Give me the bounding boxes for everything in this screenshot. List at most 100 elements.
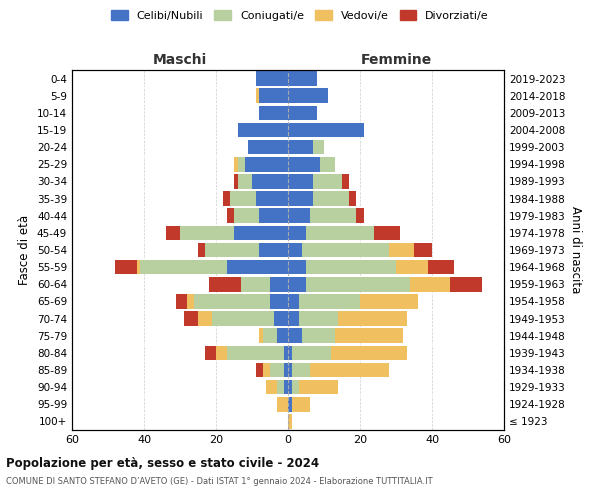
Bar bbox=[299, 294, 360, 308]
Bar bbox=[270, 362, 284, 378]
Bar bbox=[259, 88, 288, 103]
Bar bbox=[292, 397, 310, 411]
Bar bbox=[288, 397, 292, 411]
Bar bbox=[306, 277, 410, 291]
Bar bbox=[227, 208, 234, 223]
Bar bbox=[288, 192, 313, 206]
Bar bbox=[263, 362, 270, 378]
Bar bbox=[389, 242, 414, 258]
Bar bbox=[288, 328, 302, 343]
Bar bbox=[256, 88, 259, 103]
Bar bbox=[209, 277, 241, 291]
Bar bbox=[238, 122, 288, 138]
Bar bbox=[184, 312, 198, 326]
Bar bbox=[284, 346, 288, 360]
Bar bbox=[248, 140, 288, 154]
Bar bbox=[259, 208, 288, 223]
Bar bbox=[288, 208, 310, 223]
Bar bbox=[313, 192, 349, 206]
Bar bbox=[212, 312, 274, 326]
Bar bbox=[299, 312, 338, 326]
Bar bbox=[288, 362, 292, 378]
Bar bbox=[205, 242, 259, 258]
Bar bbox=[288, 157, 320, 172]
Bar bbox=[238, 174, 252, 188]
Bar bbox=[284, 362, 288, 378]
Bar bbox=[198, 242, 205, 258]
Bar bbox=[234, 208, 259, 223]
Bar bbox=[234, 157, 238, 172]
Bar bbox=[288, 242, 302, 258]
Bar bbox=[256, 72, 288, 86]
Bar bbox=[313, 140, 324, 154]
Bar bbox=[259, 328, 263, 343]
Bar bbox=[227, 346, 284, 360]
Bar bbox=[414, 242, 432, 258]
Bar bbox=[313, 174, 342, 188]
Bar bbox=[198, 312, 212, 326]
Bar bbox=[299, 380, 338, 394]
Bar bbox=[256, 192, 288, 206]
Bar bbox=[277, 380, 284, 394]
Bar bbox=[306, 260, 396, 274]
Bar bbox=[259, 242, 288, 258]
Bar bbox=[288, 260, 306, 274]
Bar bbox=[288, 174, 313, 188]
Bar bbox=[288, 414, 292, 428]
Bar bbox=[234, 174, 238, 188]
Bar bbox=[245, 157, 288, 172]
Bar bbox=[349, 192, 356, 206]
Bar bbox=[234, 226, 288, 240]
Bar bbox=[241, 277, 270, 291]
Bar bbox=[277, 397, 288, 411]
Bar bbox=[137, 260, 140, 274]
Bar bbox=[288, 277, 306, 291]
Bar bbox=[292, 346, 331, 360]
Bar bbox=[180, 226, 234, 240]
Bar bbox=[292, 362, 310, 378]
Bar bbox=[205, 346, 216, 360]
Bar bbox=[310, 208, 356, 223]
Bar bbox=[270, 294, 288, 308]
Bar bbox=[374, 226, 400, 240]
Bar bbox=[223, 192, 230, 206]
Bar bbox=[288, 122, 364, 138]
Bar bbox=[270, 277, 288, 291]
Bar bbox=[338, 312, 407, 326]
Text: Maschi: Maschi bbox=[153, 54, 207, 68]
Legend: Celibi/Nubili, Coniugati/e, Vedovi/e, Divorziati/e: Celibi/Nubili, Coniugati/e, Vedovi/e, Di… bbox=[107, 6, 493, 25]
Bar bbox=[259, 106, 288, 120]
Bar bbox=[410, 277, 450, 291]
Bar bbox=[288, 88, 328, 103]
Bar bbox=[306, 226, 374, 240]
Bar bbox=[292, 380, 299, 394]
Bar bbox=[230, 192, 256, 206]
Bar bbox=[288, 106, 317, 120]
Bar bbox=[288, 294, 299, 308]
Y-axis label: Anni di nascita: Anni di nascita bbox=[569, 206, 582, 294]
Bar bbox=[356, 208, 364, 223]
Bar bbox=[187, 294, 194, 308]
Bar bbox=[227, 260, 288, 274]
Text: COMUNE DI SANTO STEFANO D’AVETO (GE) - Dati ISTAT 1° gennaio 2024 - Elaborazione: COMUNE DI SANTO STEFANO D’AVETO (GE) - D… bbox=[6, 478, 433, 486]
Bar bbox=[396, 260, 428, 274]
Bar bbox=[140, 260, 227, 274]
Bar bbox=[428, 260, 454, 274]
Bar bbox=[194, 294, 270, 308]
Bar bbox=[320, 157, 335, 172]
Text: Popolazione per età, sesso e stato civile - 2024: Popolazione per età, sesso e stato civil… bbox=[6, 458, 319, 470]
Bar bbox=[284, 380, 288, 394]
Bar bbox=[288, 226, 306, 240]
Bar bbox=[252, 174, 288, 188]
Bar bbox=[166, 226, 180, 240]
Bar bbox=[335, 328, 403, 343]
Bar bbox=[302, 242, 389, 258]
Bar bbox=[288, 72, 317, 86]
Bar bbox=[302, 328, 335, 343]
Bar bbox=[360, 294, 418, 308]
Bar bbox=[266, 380, 277, 394]
Bar bbox=[216, 346, 227, 360]
Bar bbox=[331, 346, 407, 360]
Bar bbox=[288, 312, 299, 326]
Bar bbox=[274, 312, 288, 326]
